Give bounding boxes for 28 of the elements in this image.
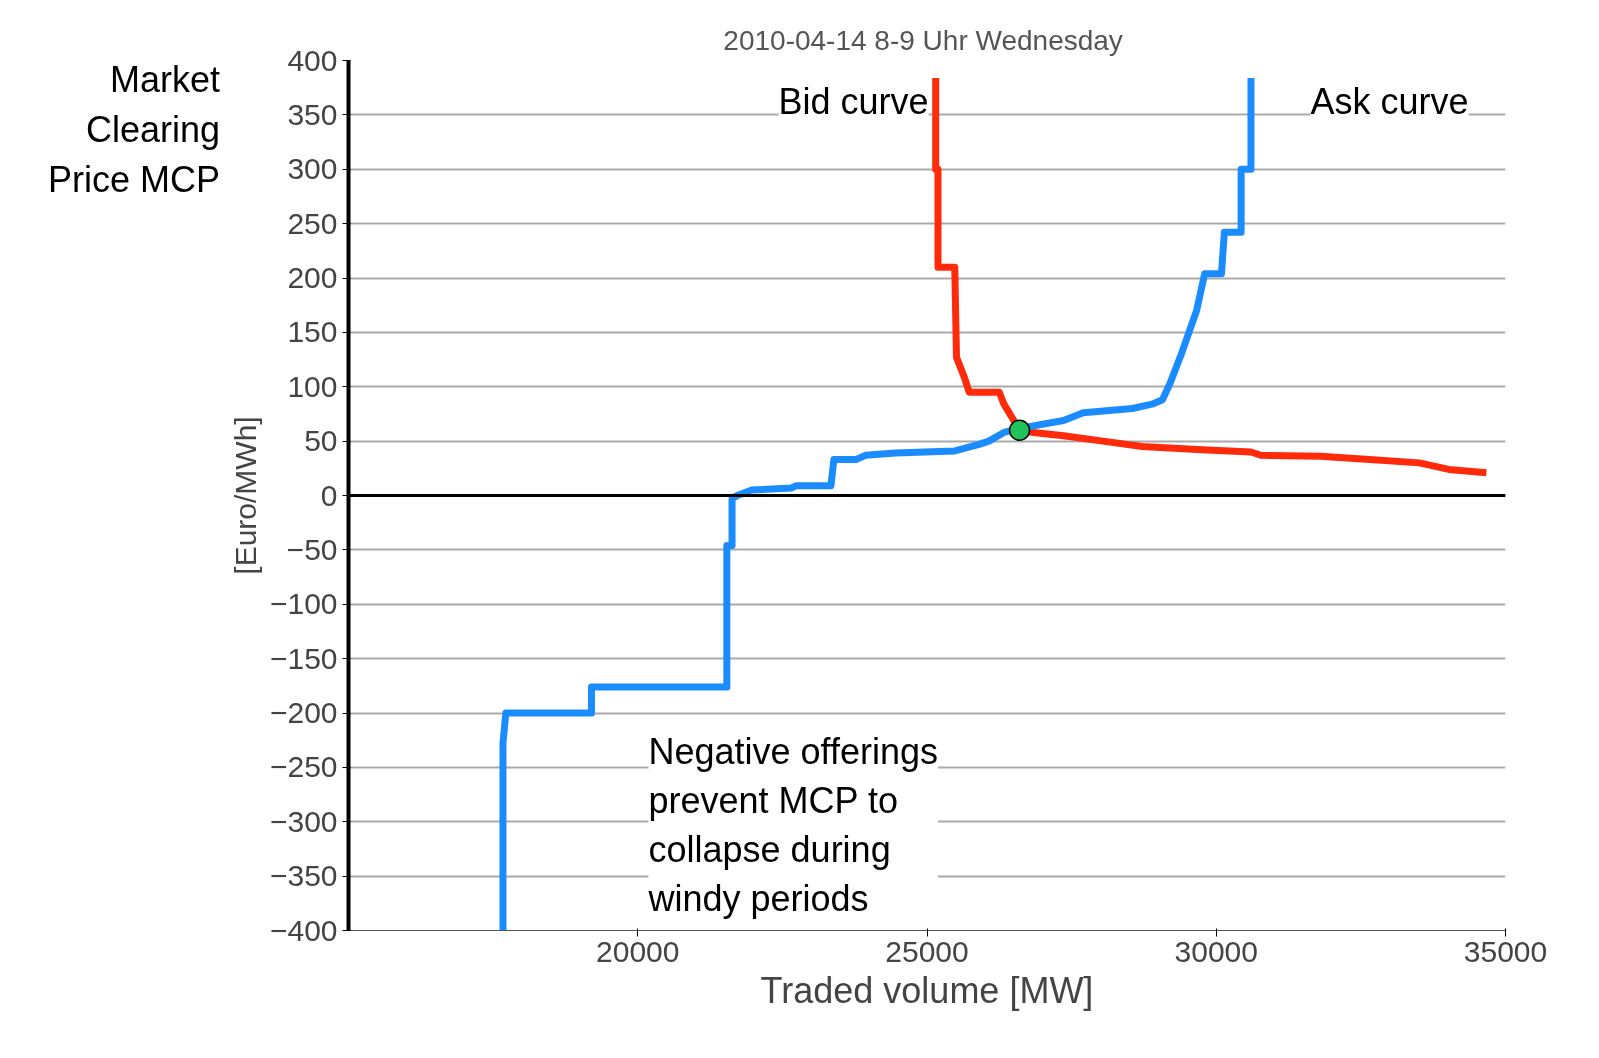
x-tick-label: 25000 bbox=[885, 934, 969, 968]
y-tick-label: 0 bbox=[320, 478, 338, 512]
y-tick-label: 400 bbox=[287, 43, 338, 77]
x-tick-label: 30000 bbox=[1174, 934, 1258, 968]
y-tick-label: 200 bbox=[287, 261, 338, 294]
chart-title: 2010-04-14 8-9 Uhr Wednesday bbox=[723, 24, 1123, 56]
y-tick-label: −300 bbox=[269, 804, 338, 838]
y-tick-label: −350 bbox=[269, 859, 338, 893]
y-tick-label: 350 bbox=[287, 97, 338, 131]
y-tick-label: 50 bbox=[304, 424, 338, 458]
y-tick-label: −200 bbox=[269, 696, 338, 729]
y-tick-label: 300 bbox=[287, 152, 338, 186]
y-tick-label: −250 bbox=[269, 750, 338, 784]
y-tick-label: −150 bbox=[269, 641, 338, 675]
x-tick-label: 35000 bbox=[1463, 934, 1548, 968]
annotation: Negative offerings prevent MCP to collapse during windy periods bbox=[647, 730, 939, 920]
text: Market Clearing Price MCP bbox=[47, 58, 220, 202]
y-tick-label: −50 bbox=[286, 532, 338, 566]
y-tick-label: 100 bbox=[287, 369, 338, 403]
y-tick-label: 250 bbox=[287, 206, 338, 240]
annotation: Ask curve bbox=[1310, 80, 1469, 122]
annotation: Bid curve bbox=[778, 80, 929, 122]
y-tick-label: −100 bbox=[269, 587, 338, 621]
y-tick-label: 150 bbox=[287, 315, 338, 349]
x-tick-label: 20000 bbox=[596, 934, 680, 968]
y-tick-label: −400 bbox=[269, 913, 338, 947]
y-axis-title: [Euro/MWh] bbox=[228, 416, 262, 575]
x-axis-title: Traded volume [MW] bbox=[760, 969, 1094, 1011]
